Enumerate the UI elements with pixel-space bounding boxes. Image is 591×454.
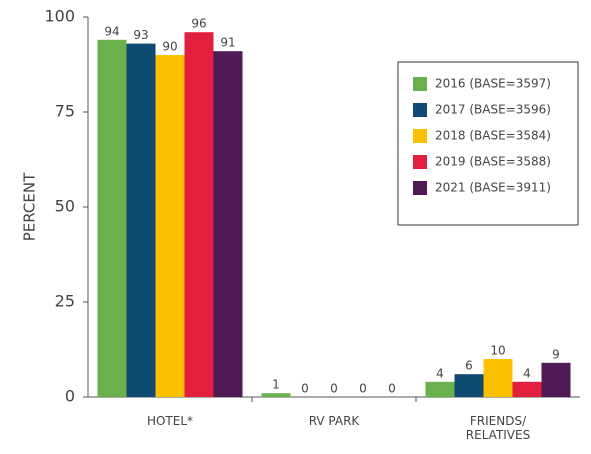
value-label: 9: [552, 347, 560, 361]
legend-label: 2017 (BASE=3596): [435, 103, 551, 117]
value-label: 6: [465, 359, 473, 373]
bar: [184, 32, 214, 397]
bar: [425, 381, 455, 397]
value-label: 4: [436, 366, 444, 380]
value-label: 10: [490, 344, 505, 358]
legend-swatch: [413, 181, 427, 195]
legend-label: 2019 (BASE=3588): [435, 155, 551, 169]
value-label: 90: [162, 40, 177, 54]
legend-label: 2021 (BASE=3911): [435, 181, 551, 195]
value-label: 0: [330, 382, 338, 396]
bar: [126, 43, 156, 397]
value-label: 96: [191, 17, 206, 31]
x-tick-label: RV PARK: [309, 414, 361, 428]
y-tick-label: 25: [55, 292, 75, 311]
bar: [97, 39, 127, 398]
legend-swatch: [413, 103, 427, 117]
bar: [454, 374, 484, 397]
legend-label: 2016 (BASE=3597): [435, 77, 551, 91]
y-tick-label: 100: [44, 7, 75, 26]
legend-box: [397, 61, 579, 226]
y-tick-label: 0: [65, 387, 75, 406]
x-tick-label: HOTEL*: [147, 414, 193, 428]
legend-swatch: [413, 129, 427, 143]
legend-swatch: [413, 77, 427, 91]
bar: [261, 393, 291, 397]
value-label: 0: [359, 382, 367, 396]
legend-swatch: [413, 155, 427, 169]
legend-label: 2018 (BASE=3584): [435, 129, 551, 143]
bar: [541, 362, 571, 397]
value-label: 93: [133, 28, 148, 42]
value-label: 1: [272, 378, 280, 392]
value-label: 91: [220, 36, 235, 50]
y-tick-label: 75: [55, 102, 75, 121]
value-label: 4: [523, 366, 531, 380]
value-label: 0: [301, 382, 309, 396]
y-axis-label: PERCENT: [21, 172, 39, 241]
value-label: 0: [388, 382, 396, 396]
bar: [213, 51, 243, 397]
x-tick-label: FRIENDS/RELATIVES: [466, 414, 530, 442]
bar: [483, 359, 513, 397]
y-tick-label: 50: [55, 197, 75, 216]
bar: [155, 55, 185, 397]
value-label: 94: [104, 24, 119, 38]
bar: [512, 381, 542, 397]
